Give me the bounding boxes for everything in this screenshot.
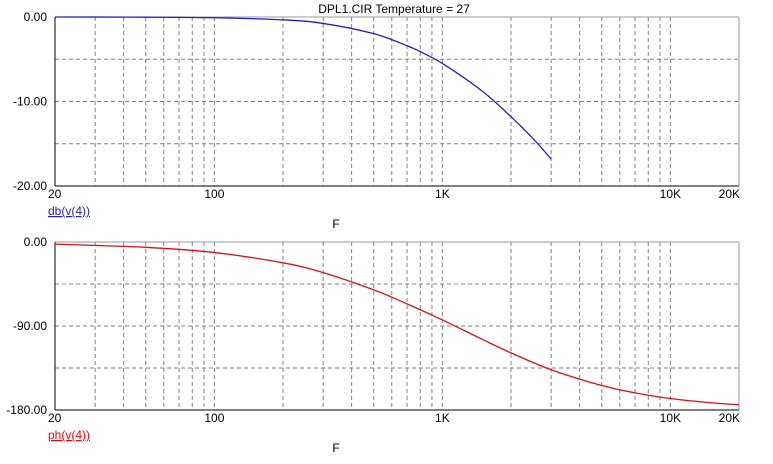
magnitude-x-axis-label: F — [332, 217, 339, 231]
phase-x-tick-label: 20K — [719, 411, 740, 425]
phase-legend: ph(v(4)) — [48, 428, 90, 442]
phase-x-tick-label: 10K — [660, 411, 681, 425]
phase-y-tick-label: -90.00 — [13, 319, 47, 333]
magnitude-x-tick-label: 10K — [660, 187, 681, 201]
phase-x-axis-label: F — [332, 441, 339, 455]
phase-y-tick-label: 0.00 — [24, 235, 48, 249]
magnitude-x-tick-label: 20 — [48, 187, 62, 201]
phase-x-tick-label: 100 — [204, 411, 224, 425]
chart-title: DPL1.CIR Temperature = 27 — [318, 2, 470, 16]
magnitude-x-tick-label: 1K — [435, 187, 450, 201]
magnitude-series-line — [55, 16, 552, 160]
magnitude-y-tick-label: 0.00 — [24, 10, 48, 24]
phase-series-line — [55, 243, 739, 406]
phase-y-tick-label: -180.00 — [6, 403, 47, 417]
magnitude-y-tick-label: -10.00 — [13, 95, 47, 109]
phase-x-tick-label: 20 — [48, 411, 62, 425]
magnitude-x-tick-label: 20K — [719, 187, 740, 201]
phase-x-tick-label: 1K — [435, 411, 450, 425]
magnitude-legend: db(v(4)) — [48, 204, 90, 218]
magnitude-x-tick-label: 100 — [204, 187, 224, 201]
magnitude-y-tick-label: -20.00 — [13, 179, 47, 193]
